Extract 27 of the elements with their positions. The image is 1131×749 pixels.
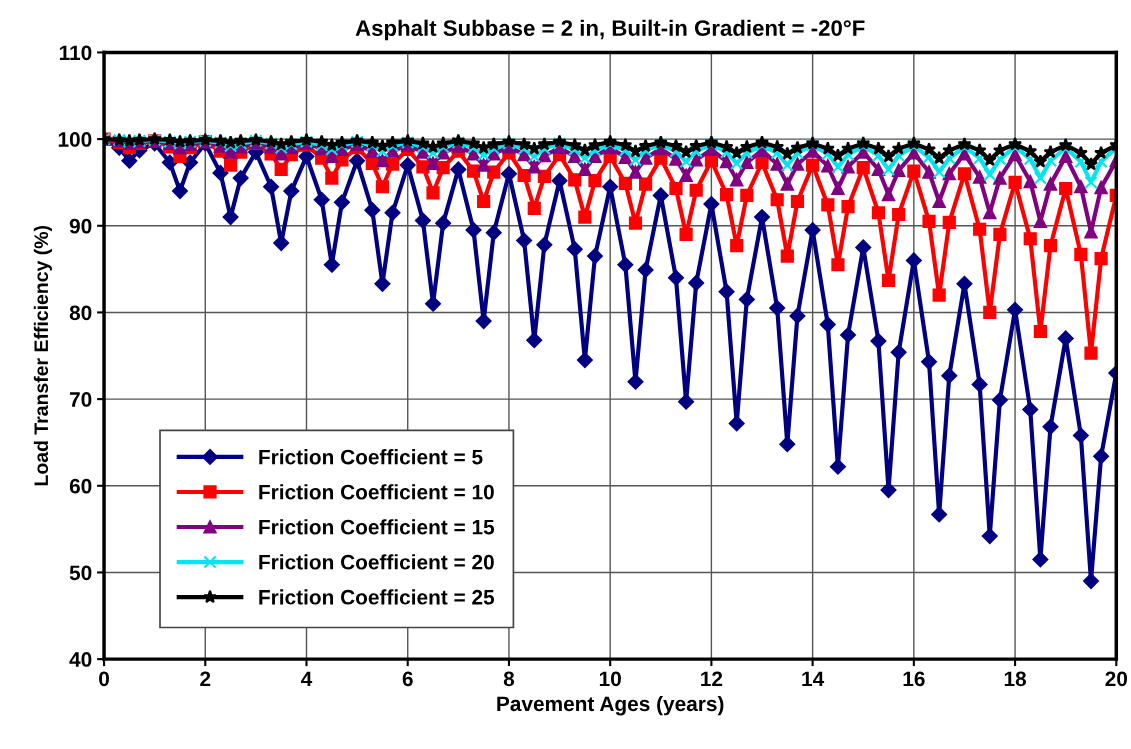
x-tick-label: 8 bbox=[503, 671, 515, 687]
x-tick-label: 10 bbox=[599, 671, 621, 687]
chart-title: Asphalt Subbase = 2 in, Built-in Gradient = -20°F bbox=[355, 19, 865, 41]
x-tick-label: 18 bbox=[1004, 671, 1027, 687]
y-axis-title: Load Transfer Efficiency (%) bbox=[33, 225, 52, 486]
y-tick-label: 70 bbox=[69, 392, 92, 407]
y-tick-label: 60 bbox=[69, 478, 92, 494]
x-tick-label: 0 bbox=[99, 671, 109, 687]
x-axis-title: Pavement Ages (years) bbox=[497, 695, 724, 716]
y-tick-label: 110 bbox=[59, 45, 92, 61]
legend-label: Friction Coefficient = 5 bbox=[259, 449, 483, 465]
y-tick-label: 40 bbox=[69, 652, 92, 667]
x-tick-label: 12 bbox=[701, 671, 723, 687]
x-tick-label: 2 bbox=[200, 671, 211, 687]
x-tick-label: 14 bbox=[802, 671, 825, 687]
y-tick-label: 100 bbox=[58, 132, 92, 147]
legend-label: Friction Coefficient = 10 bbox=[259, 484, 494, 500]
y-tick-label: 90 bbox=[69, 218, 92, 234]
legend-label: Friction Coefficient = 25 bbox=[259, 589, 495, 605]
legend-label: Friction Coefficient = 20 bbox=[259, 554, 494, 570]
legend-label: Friction Coefficient = 15 bbox=[259, 519, 495, 535]
x-tick-label: 20 bbox=[1105, 671, 1128, 687]
y-tick-label: 80 bbox=[69, 305, 92, 321]
x-tick-label: 4 bbox=[301, 671, 313, 687]
x-tick-label: 6 bbox=[402, 671, 413, 687]
x-tick-label: 16 bbox=[903, 671, 925, 687]
y-tick-label: 50 bbox=[69, 565, 92, 581]
